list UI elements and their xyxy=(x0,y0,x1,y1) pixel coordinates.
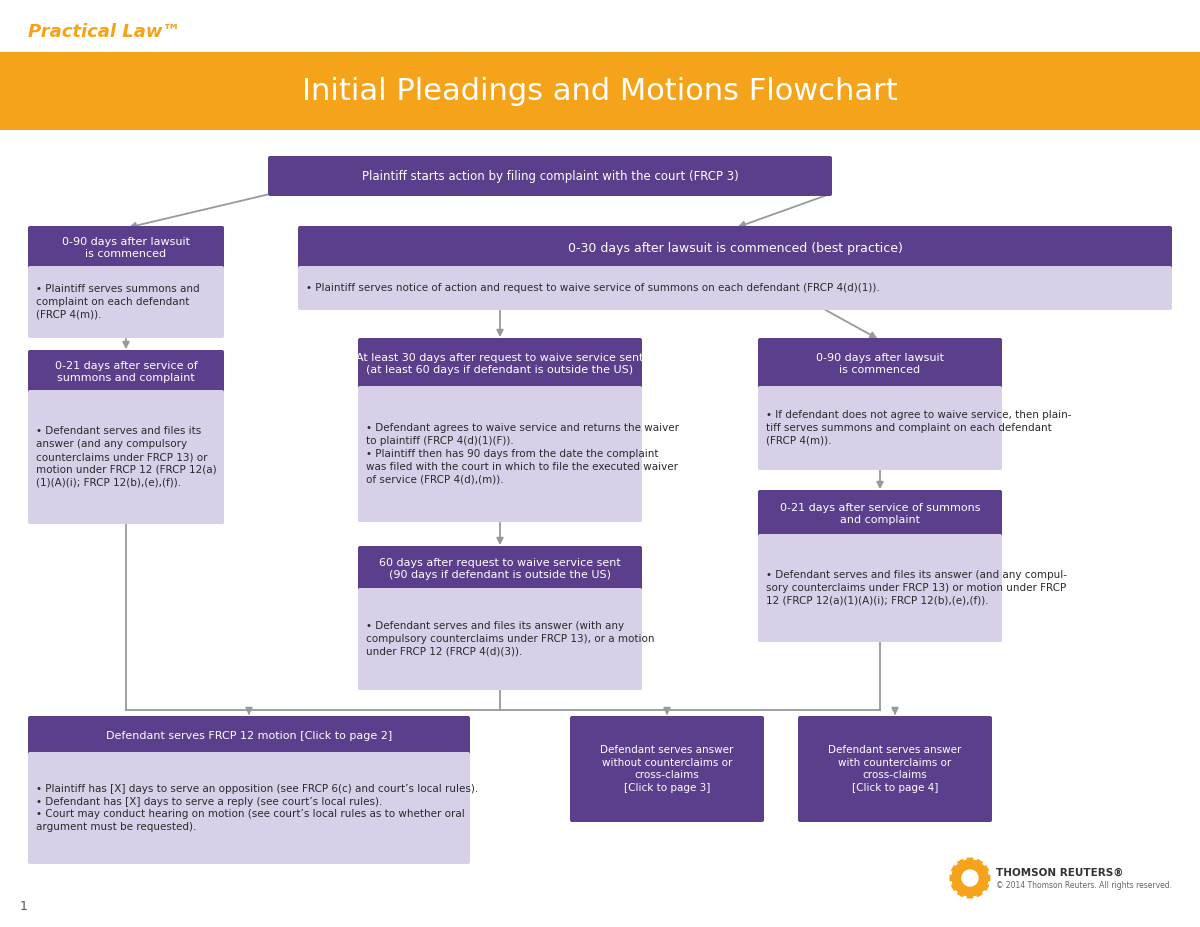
Text: Defendant serves FRCP 12 motion [Click to page 2]: Defendant serves FRCP 12 motion [Click t… xyxy=(106,731,392,741)
Text: • Defendant serves and files its answer (and any compul-
sory counterclaims unde: • Defendant serves and files its answer … xyxy=(766,570,1067,606)
Text: • Defendant serves and files its
answer (and any compulsory
counterclaims under : • Defendant serves and files its answer … xyxy=(36,426,217,488)
FancyBboxPatch shape xyxy=(28,390,224,524)
Polygon shape xyxy=(982,866,989,871)
Circle shape xyxy=(962,870,978,886)
FancyBboxPatch shape xyxy=(358,546,642,592)
Text: • Defendant serves and files its answer (with any
compulsory counterclaims under: • Defendant serves and files its answer … xyxy=(366,621,654,657)
Text: 60 days after request to waive service sent
(90 days if defendant is outside the: 60 days after request to waive service s… xyxy=(379,558,620,580)
FancyBboxPatch shape xyxy=(358,338,642,390)
Bar xyxy=(0,52,1200,130)
FancyBboxPatch shape xyxy=(758,534,1002,642)
Polygon shape xyxy=(977,859,983,866)
FancyBboxPatch shape xyxy=(570,716,764,822)
Polygon shape xyxy=(958,859,964,866)
Text: 0-21 days after service of
summons and complaint: 0-21 days after service of summons and c… xyxy=(55,361,197,384)
FancyBboxPatch shape xyxy=(298,266,1172,310)
Polygon shape xyxy=(982,885,989,891)
Text: At least 30 days after request to waive service sent
(at least 60 days if defend: At least 30 days after request to waive … xyxy=(356,352,643,375)
FancyBboxPatch shape xyxy=(298,226,1172,270)
Polygon shape xyxy=(952,885,958,891)
FancyBboxPatch shape xyxy=(268,156,832,196)
FancyBboxPatch shape xyxy=(358,588,642,690)
Text: Plaintiff starts action by filing complaint with the court (FRCP 3): Plaintiff starts action by filing compla… xyxy=(361,170,738,183)
FancyBboxPatch shape xyxy=(758,338,1002,390)
FancyBboxPatch shape xyxy=(28,716,470,756)
Text: 1: 1 xyxy=(20,900,28,913)
FancyBboxPatch shape xyxy=(358,386,642,522)
Text: 0-90 days after lawsuit
is commenced: 0-90 days after lawsuit is commenced xyxy=(816,352,944,375)
Text: • Plaintiff serves notice of action and request to waive service of summons on e: • Plaintiff serves notice of action and … xyxy=(306,283,880,293)
FancyBboxPatch shape xyxy=(28,350,224,394)
Polygon shape xyxy=(967,858,973,864)
Polygon shape xyxy=(984,875,990,881)
Text: THOMSON REUTERS®: THOMSON REUTERS® xyxy=(996,868,1123,878)
FancyBboxPatch shape xyxy=(28,266,224,338)
Text: 0-21 days after service of summons
and complaint: 0-21 days after service of summons and c… xyxy=(780,502,980,526)
Text: Initial Pleadings and Motions Flowchart: Initial Pleadings and Motions Flowchart xyxy=(302,77,898,106)
Text: • Plaintiff has [X] days to serve an opposition (see FRCP 6(c) and court’s local: • Plaintiff has [X] days to serve an opp… xyxy=(36,784,479,832)
Text: © 2014 Thomson Reuters. All rights reserved.: © 2014 Thomson Reuters. All rights reser… xyxy=(996,882,1172,891)
Text: 0-90 days after lawsuit
is commenced: 0-90 days after lawsuit is commenced xyxy=(62,236,190,260)
Polygon shape xyxy=(958,890,964,896)
FancyBboxPatch shape xyxy=(758,490,1002,538)
FancyBboxPatch shape xyxy=(28,226,224,270)
Polygon shape xyxy=(967,892,973,897)
FancyBboxPatch shape xyxy=(758,386,1002,470)
Text: Practical Law™: Practical Law™ xyxy=(28,23,180,41)
Polygon shape xyxy=(950,875,956,881)
Circle shape xyxy=(952,860,988,896)
Text: 0-30 days after lawsuit is commenced (best practice): 0-30 days after lawsuit is commenced (be… xyxy=(568,242,902,255)
Text: Defendant serves answer
without counterclaims or
cross-claims
[Click to page 3]: Defendant serves answer without counterc… xyxy=(600,744,733,794)
Text: • Defendant agrees to waive service and returns the waiver
to plaintiff (FRCP 4(: • Defendant agrees to waive service and … xyxy=(366,424,679,485)
Text: • Plaintiff serves summons and
complaint on each defendant
(FRCP 4(m)).: • Plaintiff serves summons and complaint… xyxy=(36,285,199,320)
Text: Defendant serves answer
with counterclaims or
cross-claims
[Click to page 4]: Defendant serves answer with counterclai… xyxy=(828,744,961,794)
Text: • If defendant does not agree to waive service, then plain-
tiff serves summons : • If defendant does not agree to waive s… xyxy=(766,411,1072,446)
FancyBboxPatch shape xyxy=(798,716,992,822)
Polygon shape xyxy=(977,890,983,896)
Polygon shape xyxy=(952,866,958,871)
FancyBboxPatch shape xyxy=(28,752,470,864)
